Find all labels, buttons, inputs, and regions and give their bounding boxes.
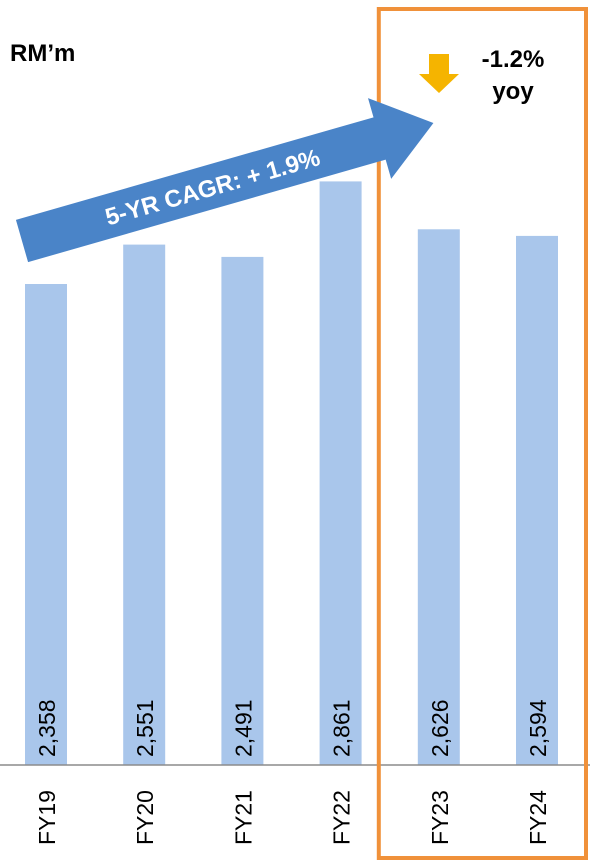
data-label-fy21: 2,491	[230, 699, 256, 757]
unit-label: RM’m	[10, 40, 76, 67]
highlight-box	[376, 7, 588, 860]
data-label-fy22: 2,861	[329, 699, 355, 757]
x-tick-fy23: FY23	[427, 790, 453, 845]
data-label-fy20: 2,551	[132, 699, 158, 757]
bar-fy23	[417, 229, 460, 766]
data-label-fy19: 2,358	[34, 699, 60, 757]
bar-fy19	[25, 284, 67, 765]
x-tick-fy22: FY22	[329, 790, 355, 845]
bars-layer	[25, 181, 558, 766]
yoy-change-basis: yoy	[492, 78, 534, 105]
bar-fy24	[516, 235, 558, 765]
yoy-change-value: -1.2%	[481, 46, 545, 73]
bar-fy21	[221, 256, 264, 765]
bar-fy22	[319, 181, 362, 765]
cagr-arrow-shape	[15, 98, 434, 263]
bar-fy20	[123, 244, 166, 766]
x-tick-fy21: FY21	[230, 790, 256, 845]
x-tick-fy24: FY24	[525, 790, 551, 845]
x-tick-fy19: FY19	[34, 790, 60, 845]
labels-layer: 2,358 FY19 2,551 FY20 2,491 FY21 2,861 FY22 2,62…	[34, 699, 551, 845]
data-label-fy23: 2,626	[427, 699, 453, 757]
data-label-fy24: 2,594	[525, 699, 551, 757]
down-arrow-icon	[419, 54, 459, 93]
x-tick-fy20: FY20	[132, 790, 158, 845]
yoy-callout: -1.2% yoy	[468, 44, 558, 108]
